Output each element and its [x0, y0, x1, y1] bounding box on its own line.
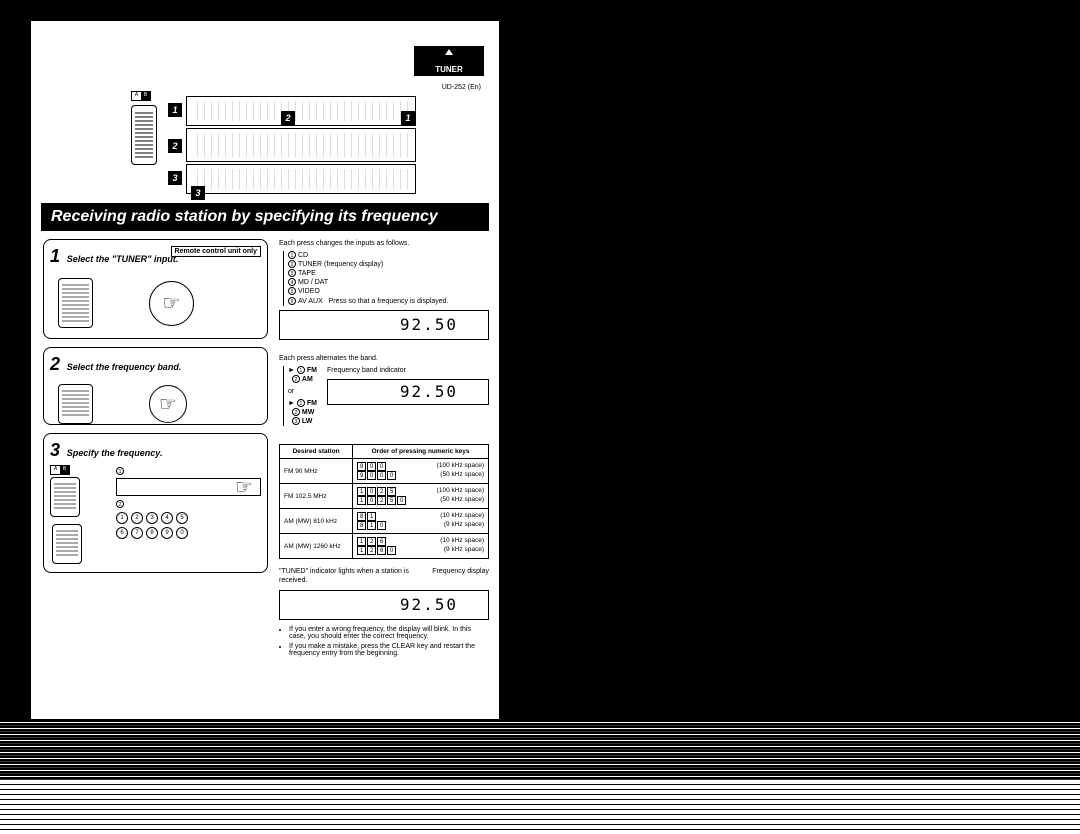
notes-list: If you enter a wrong frequency, the disp…: [279, 626, 489, 657]
step-2-art: [50, 381, 261, 426]
unit-mid: [186, 128, 416, 162]
remote-only-tag: Remote control unit only: [171, 246, 261, 257]
remote-icon: [52, 524, 82, 564]
lcd-display-2: 92.50: [327, 379, 489, 405]
unit-bot: [186, 164, 416, 194]
hand-icon: [149, 281, 194, 326]
keypad-row: 67890: [116, 527, 261, 539]
hand-icon: [234, 477, 254, 497]
equipment-diagram: AB 1 2 3 2 1 3: [131, 91, 441, 196]
remote-icon: [58, 384, 93, 424]
table-row: FM 102.5 MHz 1025 (100 kHz space) 10250 …: [280, 484, 489, 509]
remote-outline: [131, 105, 157, 165]
display-value: 92.50: [400, 382, 458, 401]
step-2-title: Select the frequency band.: [67, 362, 182, 372]
step-1-title: Select the "TUNER" input.: [67, 254, 179, 264]
step-1-num: 1: [50, 246, 64, 267]
remote-icon: [58, 278, 93, 328]
badge-2a: 2: [168, 139, 182, 153]
steps-column: 1 Select the "TUNER" input. Remote contr…: [43, 239, 268, 581]
table-head-station: Desired station: [280, 445, 353, 459]
step-2-num: 2: [50, 354, 64, 375]
title-text: Receiving radio station by specifying it…: [51, 208, 438, 226]
band-list-a: ► 1FM 2AM or ► 1FM 2MW 3LW: [283, 366, 317, 427]
note-item: If you enter a wrong frequency, the disp…: [289, 626, 489, 640]
sub-1-icon: 1: [116, 467, 124, 475]
hand-icon: [149, 385, 187, 423]
display-value: 92.50: [400, 315, 458, 334]
or-label: or: [288, 387, 317, 396]
note-item: If you make a mistake, press the CLEAR k…: [289, 643, 489, 657]
table-head-keys: Order of pressing numeric keys: [353, 445, 489, 459]
step-1-intro: Each press changes the inputs as follows…: [279, 239, 489, 248]
step-1-art: [50, 273, 261, 333]
table-row: AM (MW) 810 kHz 81 (10 kHz space) 810 (9…: [280, 509, 489, 534]
badge-3a: 3: [168, 171, 182, 185]
lcd-display-1: 92.50: [279, 310, 489, 340]
ab-switch: AB: [50, 465, 70, 475]
tuner-logo-text: TUNER: [435, 65, 463, 74]
badge-1b: 1: [401, 111, 415, 125]
band-indicator-note: Frequency band indicator: [327, 366, 489, 375]
step-1-note: Press so that a frequency is displayed.: [329, 298, 449, 305]
badge-1a: 1: [168, 103, 182, 117]
inputs-list: 1CD 2TUNER (frequency display) 3TAPE 4MD…: [283, 251, 489, 306]
step-3-num: 3: [50, 440, 64, 461]
tuned-indicator-note: "TUNED" indicator lights when a station …: [279, 567, 412, 585]
step-3-title: Specify the frequency.: [67, 448, 163, 458]
step-1-box: 1 Select the "TUNER" input. Remote contr…: [43, 239, 268, 339]
badge-3b: 3: [191, 186, 205, 200]
manual-page: TUNER UD-252 (En) AB 1 2 3 2 1 3 Receivi…: [30, 20, 500, 720]
step-3-box: 3 Specify the frequency. AB 1 2 12345 67…: [43, 433, 268, 573]
table-row: AM (MW) 1260 kHz 126 (10 kHz space) 1260…: [280, 534, 489, 559]
step-2-box: 2 Select the frequency band.: [43, 347, 268, 425]
badge-2b: 2: [281, 111, 295, 125]
keypad-row: 12345: [116, 512, 261, 524]
sub-2-icon: 2: [116, 500, 124, 508]
frequency-table: Desired station Order of pressing numeri…: [279, 444, 489, 559]
remote-icon: [50, 477, 80, 517]
freq-display-note: Frequency display: [432, 567, 489, 585]
ab-switch: AB: [131, 91, 151, 101]
display-value: 92.50: [400, 595, 458, 614]
model-number: UD-252 (En): [442, 84, 481, 91]
info-column: Each press changes the inputs as follows…: [279, 239, 489, 660]
scan-artifact: [0, 780, 1080, 834]
table-row: FM 90 MHz 900 (100 kHz space) 9000 (50 k…: [280, 459, 489, 484]
tuner-logo: TUNER: [414, 46, 484, 76]
step-2-intro: Each press alternates the band.: [279, 354, 489, 363]
lcd-display-3: 92.50: [279, 590, 489, 620]
unit-top: [186, 96, 416, 126]
scan-artifact: [0, 720, 1080, 784]
page-title: Receiving radio station by specifying it…: [41, 203, 489, 231]
